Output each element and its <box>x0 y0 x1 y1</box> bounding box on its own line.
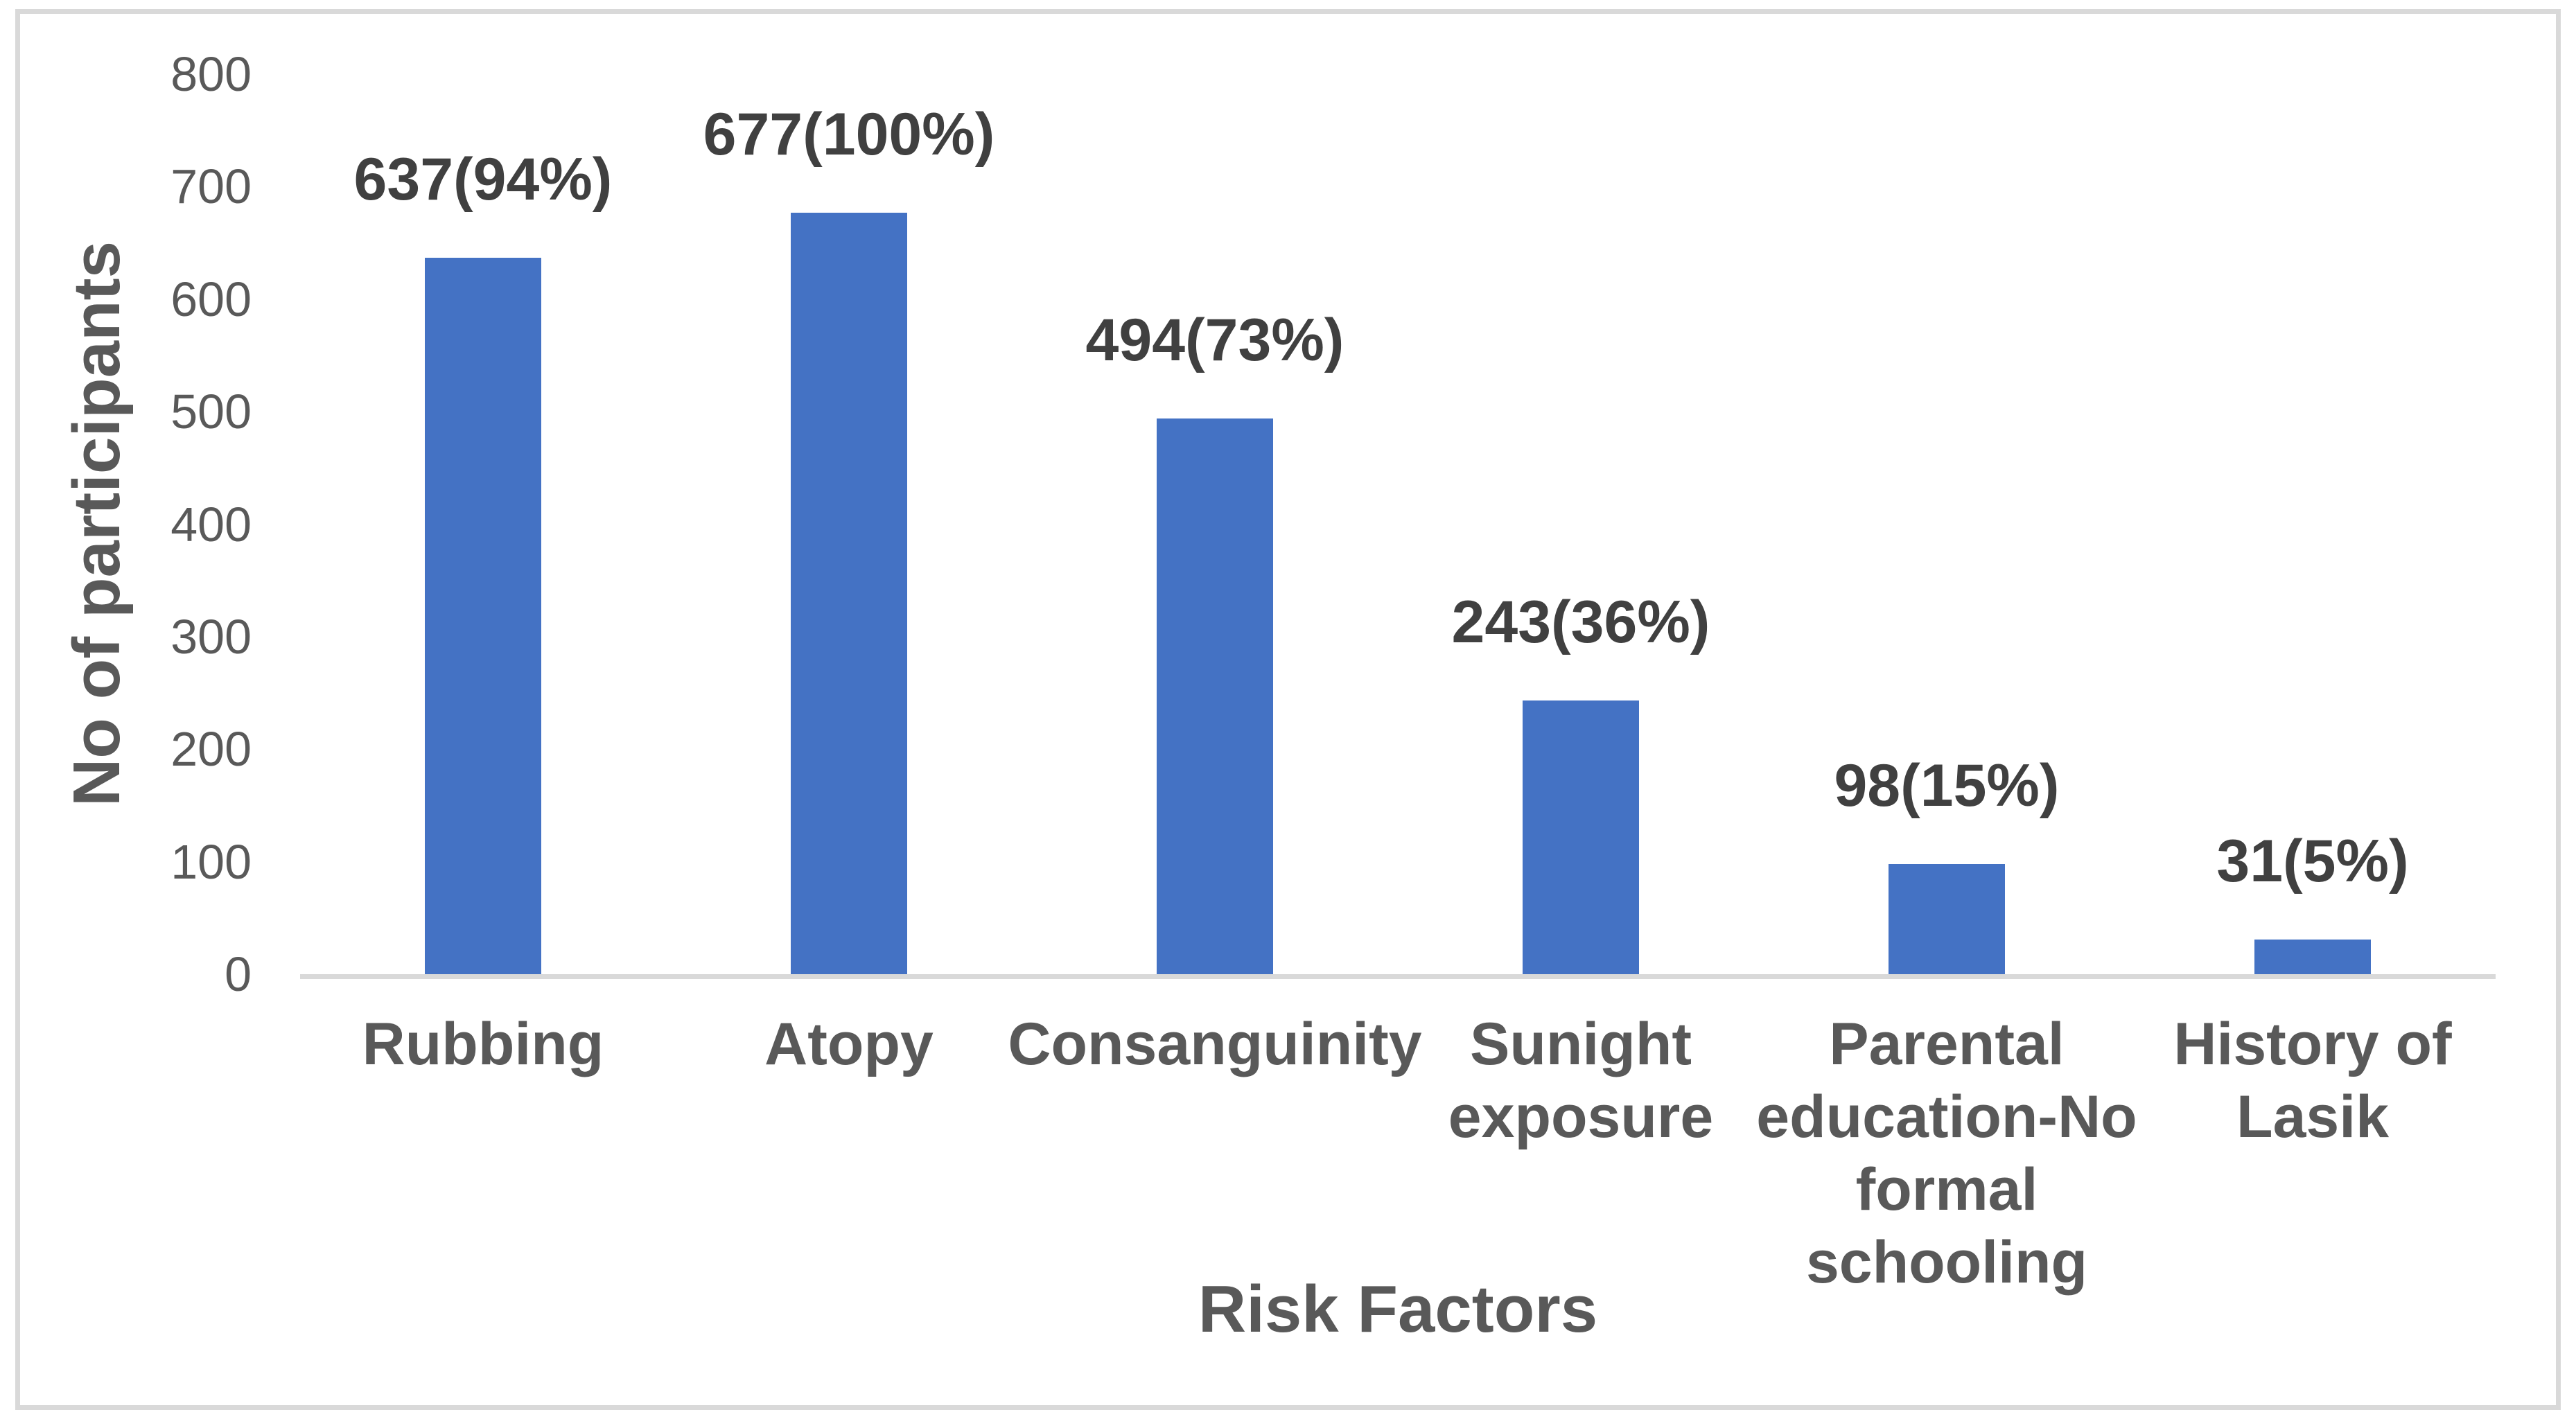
y-tick-label: 400 <box>170 497 252 552</box>
y-tick-label: 200 <box>170 722 252 777</box>
y-tick-label: 300 <box>170 609 252 664</box>
bar <box>1157 418 1273 974</box>
category-label: Sunight exposure <box>1448 1011 1714 1150</box>
bar <box>791 213 907 974</box>
bar-value-label: 637(94%) <box>353 146 613 213</box>
y-tick-label: 100 <box>170 834 252 889</box>
bar <box>425 258 541 974</box>
x-axis-title: Risk Factors <box>1198 1272 1598 1346</box>
bar <box>1523 700 1639 974</box>
category-label: History of Lasik <box>2173 1011 2452 1150</box>
bar-value-label: 494(73%) <box>1085 307 1344 373</box>
bar <box>1889 864 2005 974</box>
y-tick-label: 700 <box>170 159 252 214</box>
bar <box>2254 940 2371 974</box>
category-label: Rubbing <box>362 1011 604 1077</box>
bar-value-label: 31(5%) <box>2216 828 2409 894</box>
category-label: Atopy <box>764 1011 934 1077</box>
category-label: Consanguinity <box>1008 1011 1422 1077</box>
chart-frame <box>15 9 2561 1410</box>
category-label: Parental education-No formal schooling <box>1756 1011 2137 1296</box>
y-tick-label: 800 <box>170 47 252 101</box>
y-tick-label: 0 <box>225 947 252 1001</box>
bar-value-label: 677(100%) <box>703 101 995 168</box>
bar-value-label: 243(36%) <box>1451 589 1710 655</box>
y-tick-label: 500 <box>170 385 252 439</box>
y-tick-label: 600 <box>170 272 252 326</box>
bar-value-label: 98(15%) <box>1834 752 2060 819</box>
x-axis-line <box>300 974 2496 979</box>
